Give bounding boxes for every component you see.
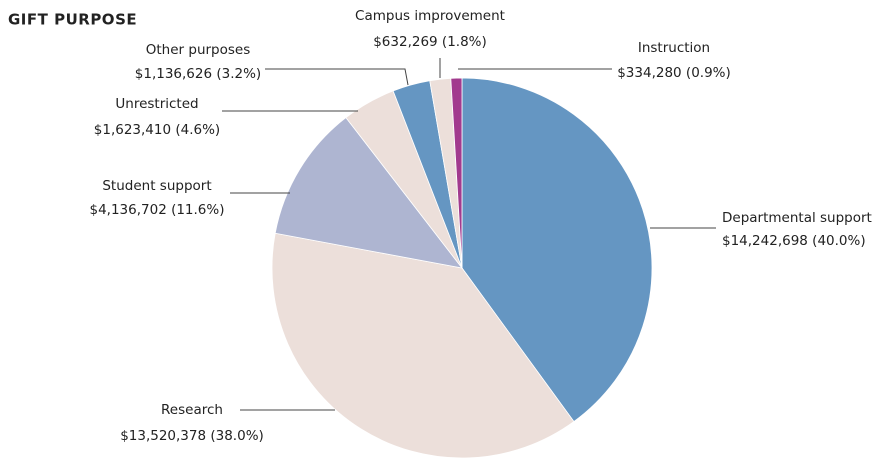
value-label: $334,280 (0.9%) [617,65,731,81]
slice-label: Research [161,402,223,418]
pie-slice [461,77,653,423]
leader-line [265,68,409,86]
value-label: $632,269 (1.8%) [373,34,487,50]
slice-label: Campus improvement [355,8,505,24]
slice-label: Student support [102,178,211,194]
pie-slice [450,77,463,269]
value-label: $13,520,378 (38.0%) [120,428,264,444]
slice-label: Other purposes [146,42,251,58]
chart-title: GIFT PURPOSE [8,11,137,29]
slice-label: Instruction [638,40,710,56]
pie-slice [271,232,575,459]
slice-label: Unrestricted [115,96,198,112]
value-label: $1,623,410 (4.6%) [94,122,220,138]
slice-label: Departmental support [722,210,872,226]
pie-slice [274,117,463,269]
value-label: $14,242,698 (40.0%) [722,233,866,249]
value-label: $4,136,702 (11.6%) [89,202,224,218]
value-label: $1,136,626 (3.2%) [135,66,261,82]
